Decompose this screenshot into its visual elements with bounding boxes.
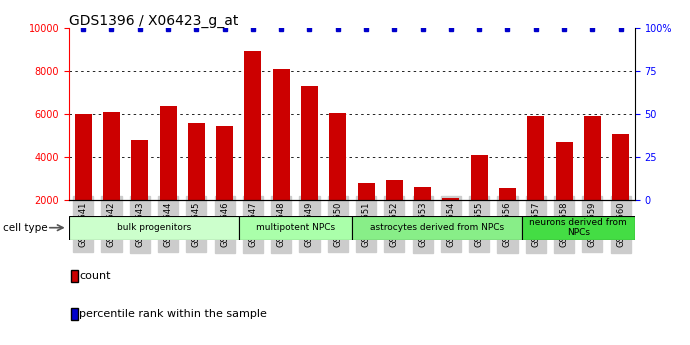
Bar (69, 216, 239, 240)
Bar (352, 216, 522, 240)
Bar (159, 106, 177, 243)
Bar (329, 113, 346, 243)
Bar (75, 114, 92, 243)
Bar (239, 216, 352, 240)
Bar (584, 116, 601, 243)
Bar (357, 183, 375, 243)
Text: neurons derived from
NPCs: neurons derived from NPCs (529, 218, 627, 237)
Bar (442, 198, 460, 243)
Bar (131, 140, 148, 243)
Bar (244, 51, 262, 243)
Bar (414, 187, 431, 243)
Text: astrocytes derived from NPCs: astrocytes derived from NPCs (370, 223, 504, 232)
Bar (301, 86, 318, 243)
Text: GDS1396 / X06423_g_at: GDS1396 / X06423_g_at (69, 14, 238, 28)
Bar (499, 188, 516, 243)
Bar (386, 180, 403, 243)
Text: count: count (79, 271, 111, 281)
Bar (273, 69, 290, 243)
Bar (471, 155, 488, 243)
Bar (555, 142, 573, 243)
Text: bulk progenitors: bulk progenitors (117, 223, 191, 232)
Bar (216, 126, 233, 243)
Text: cell type: cell type (3, 223, 48, 233)
Text: percentile rank within the sample: percentile rank within the sample (79, 309, 267, 319)
Bar (522, 216, 635, 240)
Bar (188, 123, 205, 243)
Bar (527, 116, 544, 243)
Bar (612, 134, 629, 243)
Bar (103, 112, 120, 243)
Text: multipotent NPCs: multipotent NPCs (256, 223, 335, 232)
